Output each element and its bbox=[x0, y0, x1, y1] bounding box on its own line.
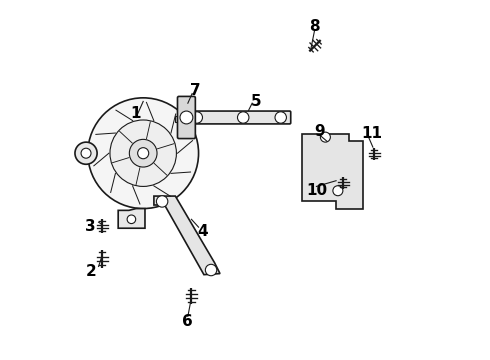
Circle shape bbox=[275, 112, 287, 123]
Polygon shape bbox=[175, 116, 188, 122]
Circle shape bbox=[205, 264, 217, 276]
Circle shape bbox=[138, 148, 149, 159]
Text: 6: 6 bbox=[182, 314, 193, 329]
Text: 2: 2 bbox=[85, 264, 96, 279]
Circle shape bbox=[129, 139, 157, 167]
Polygon shape bbox=[118, 208, 145, 228]
Text: 9: 9 bbox=[315, 124, 325, 139]
Polygon shape bbox=[302, 134, 363, 209]
FancyBboxPatch shape bbox=[178, 111, 291, 124]
Circle shape bbox=[110, 120, 176, 186]
Circle shape bbox=[81, 148, 91, 158]
Text: 1: 1 bbox=[131, 107, 141, 121]
Text: 11: 11 bbox=[361, 126, 382, 141]
Circle shape bbox=[320, 132, 330, 142]
Text: 8: 8 bbox=[309, 19, 320, 34]
Circle shape bbox=[333, 186, 343, 196]
Text: 10: 10 bbox=[306, 183, 327, 198]
Circle shape bbox=[180, 111, 193, 124]
Text: 4: 4 bbox=[197, 224, 207, 239]
Circle shape bbox=[156, 196, 168, 207]
Circle shape bbox=[88, 98, 198, 208]
Text: 5: 5 bbox=[250, 94, 261, 109]
Circle shape bbox=[238, 112, 249, 123]
Polygon shape bbox=[154, 196, 220, 275]
Circle shape bbox=[191, 112, 202, 123]
Circle shape bbox=[75, 142, 97, 164]
FancyBboxPatch shape bbox=[177, 96, 196, 139]
Circle shape bbox=[127, 215, 136, 224]
Text: 7: 7 bbox=[190, 83, 200, 98]
Text: 3: 3 bbox=[85, 219, 96, 234]
